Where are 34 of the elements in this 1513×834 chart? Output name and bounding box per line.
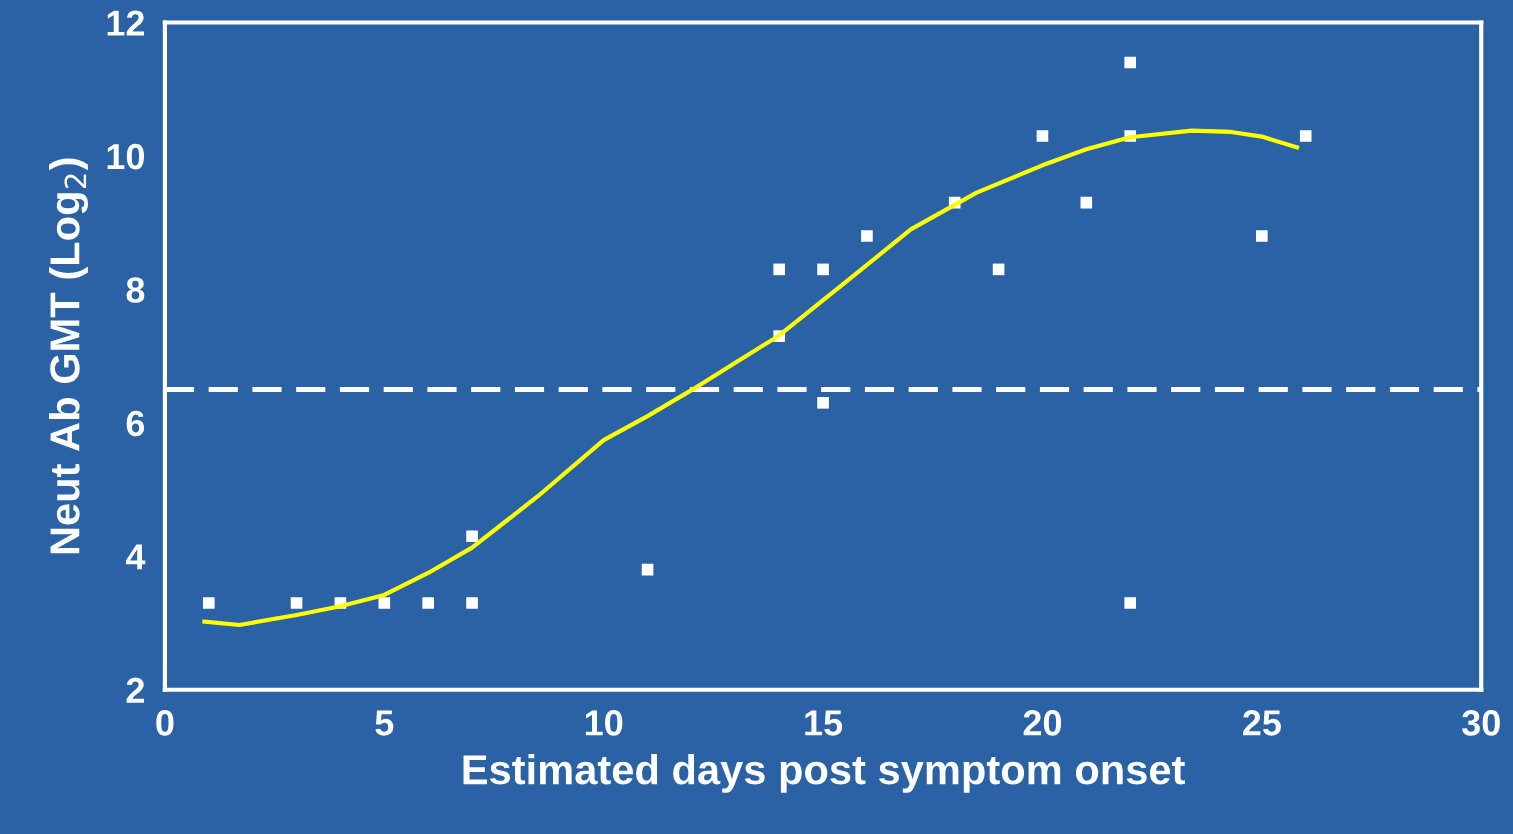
y-tick-label: 2 bbox=[126, 677, 145, 703]
y-tick-label: 4 bbox=[125, 544, 146, 570]
point bbox=[861, 230, 873, 242]
point bbox=[817, 397, 829, 409]
point bbox=[1036, 130, 1049, 142]
y-tick-label: 12 bbox=[107, 10, 145, 36]
y-tick-label: 6 bbox=[126, 410, 145, 437]
x-axis-title: Estimated days post symptom onset bbox=[463, 753, 1185, 793]
point bbox=[422, 597, 434, 609]
x-tick-label: 5 bbox=[375, 710, 394, 736]
x-tick-label: 20 bbox=[1023, 710, 1062, 736]
y-axis-title: Neut Ab GMT (Log$_{2}$) bbox=[49, 158, 89, 554]
point bbox=[641, 563, 654, 576]
x-tick-label: 0 bbox=[156, 710, 174, 736]
y-tick-label: 8 bbox=[126, 277, 145, 303]
point bbox=[817, 263, 829, 276]
x-tick-label: 25 bbox=[1243, 710, 1281, 736]
point bbox=[1080, 196, 1093, 209]
point bbox=[466, 530, 478, 543]
point bbox=[1124, 56, 1137, 69]
point bbox=[202, 597, 215, 609]
point bbox=[378, 597, 391, 609]
point bbox=[1299, 130, 1312, 142]
point bbox=[466, 597, 478, 609]
point bbox=[1256, 230, 1268, 242]
point bbox=[992, 263, 1005, 276]
x-tick-label: 10 bbox=[585, 710, 623, 736]
line-series bbox=[202, 128, 1300, 628]
point bbox=[290, 597, 303, 609]
y-tick-label: 10 bbox=[107, 143, 144, 170]
point bbox=[773, 263, 785, 276]
x-tick-label: 15 bbox=[805, 710, 843, 736]
point bbox=[1124, 597, 1137, 609]
x-tick-label: 30 bbox=[1461, 710, 1500, 736]
